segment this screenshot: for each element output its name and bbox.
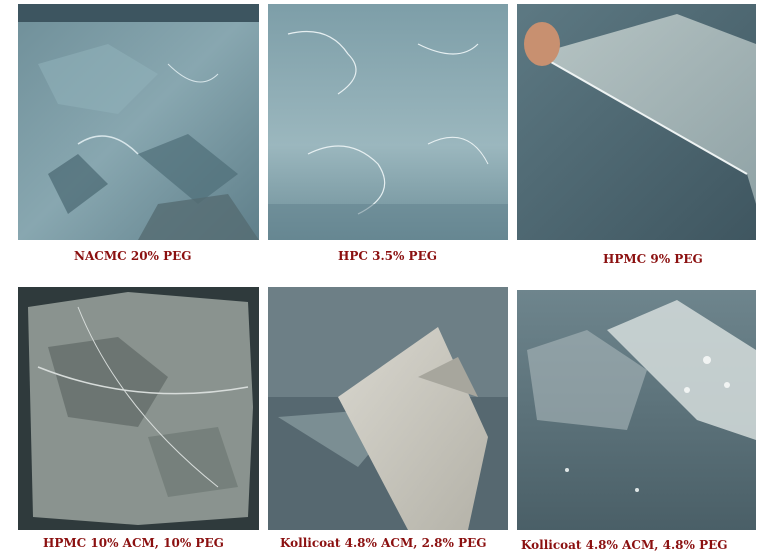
caption-hpmc-10: HPMC 10% ACM, 10% PEG (43, 536, 224, 550)
caption-nacmc: NACMC 20% PEG (74, 249, 192, 263)
film-photo-kollicoat-4-8 (517, 290, 756, 530)
film-photo-hpmc-9 (517, 4, 756, 240)
caption-hpmc-9: HPMC 9% PEG (603, 252, 703, 266)
film-photo-hpc (268, 4, 508, 240)
film-photo-hpmc-10 (18, 287, 259, 530)
caption-hpc: HPC 3.5% PEG (338, 249, 437, 263)
caption-kollicoat-2-8: Kollicoat 4.8% ACM, 2.8% PEG (280, 536, 487, 550)
film-photo-kollicoat-2-8 (268, 287, 508, 530)
film-photo-nacmc (18, 4, 259, 240)
caption-kollicoat-4-8: Kollicoat 4.8% ACM, 4.8% PEG (521, 538, 728, 552)
